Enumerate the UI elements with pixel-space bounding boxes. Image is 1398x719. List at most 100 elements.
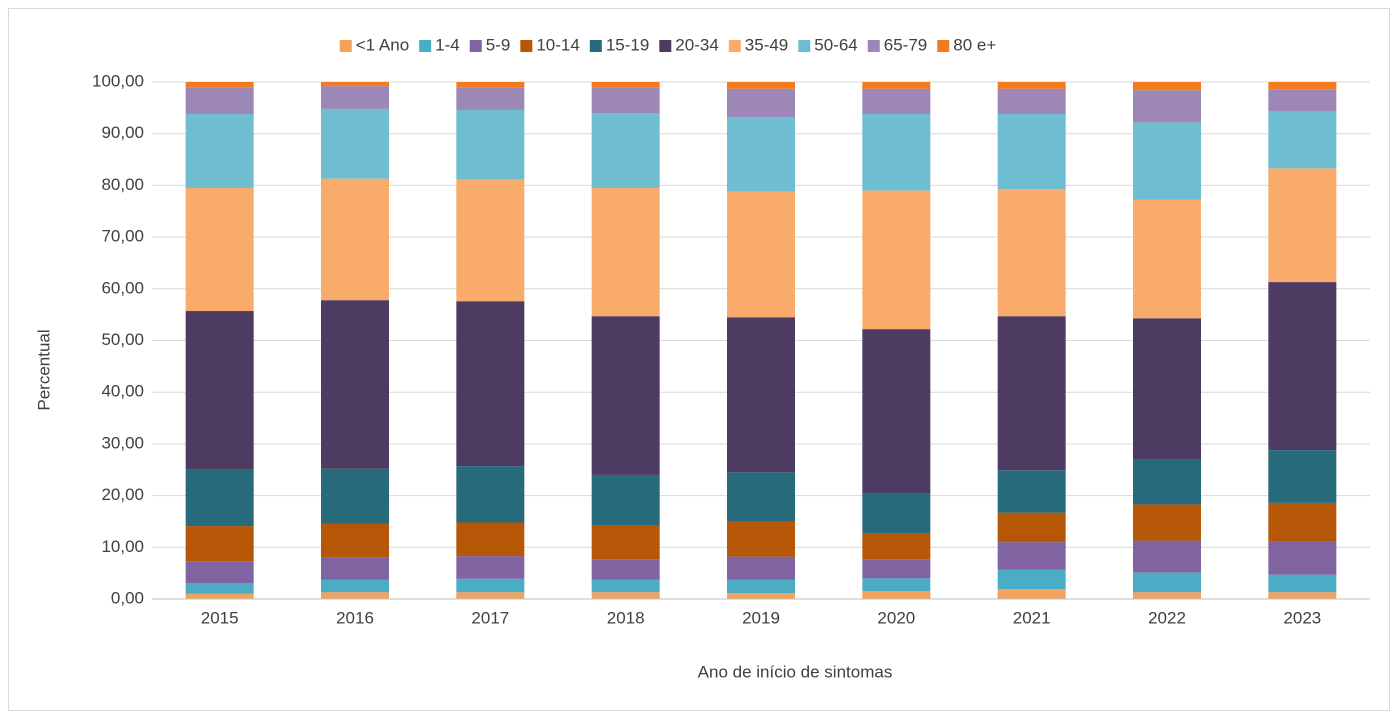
bar-segment: [862, 591, 931, 599]
bar-segment: [862, 329, 931, 494]
legend-label: 35-49: [745, 35, 788, 54]
legend-label: 80 e+: [953, 35, 996, 54]
bar-segment: [591, 87, 660, 114]
bar-segment: [321, 300, 389, 469]
bar-segment: [1133, 459, 1201, 505]
bar-segment: [185, 114, 254, 188]
legend-label: 1-4: [435, 35, 460, 54]
y-axis-title: Percentual: [34, 329, 53, 410]
y-tick-label: 70,00: [101, 227, 144, 246]
bar-segment: [321, 523, 389, 558]
legend-label: <1 Ano: [356, 35, 409, 54]
legend-label: 50-64: [814, 35, 857, 54]
legend-swatch: [798, 40, 811, 52]
bar-segment: [727, 317, 795, 473]
x-tick-label: 2022: [1148, 608, 1186, 627]
x-tick-label: 2021: [1013, 608, 1051, 627]
x-tick-label: 2015: [201, 608, 239, 627]
y-tick-label: 10,00: [101, 537, 144, 556]
bar-segment: [1268, 502, 1337, 542]
legend-label: 5-9: [486, 35, 511, 54]
legend-swatch: [937, 40, 950, 52]
y-tick-label: 30,00: [101, 433, 144, 452]
bar-segment: [591, 525, 660, 560]
bar-segment: [456, 556, 525, 579]
bar-segment: [321, 592, 389, 599]
legend: <1 Ano 1-4 5-9 10-14 15-19 20-34 35-49 50-64 65-…: [339, 35, 996, 54]
bar-segment: [727, 191, 795, 318]
bar-segment: [862, 533, 931, 560]
x-tick-label: 2016: [336, 608, 374, 627]
bar-segment: [1268, 592, 1337, 599]
bar-segment: [1133, 82, 1201, 91]
bar-segment: [456, 592, 525, 599]
bar-segment: [862, 88, 931, 115]
bar-segment: [862, 493, 931, 534]
bar-segment: [321, 82, 389, 87]
bar-segment: [591, 187, 660, 317]
bar-segment: [456, 109, 525, 180]
bar-segment: [862, 114, 931, 191]
bar-segment: [997, 569, 1066, 590]
bar-segment: [727, 88, 795, 118]
bar-segment: [185, 187, 254, 312]
bar-segment: [456, 82, 525, 88]
bar-segment: [1268, 110, 1337, 169]
bar-segment: [321, 557, 389, 580]
legend-label: 15-19: [606, 35, 649, 54]
y-tick-label: 0,00: [111, 588, 144, 607]
bar-segment: [997, 589, 1066, 599]
legend-label: 65-79: [884, 35, 927, 54]
legend-swatch: [419, 40, 432, 52]
legend-swatch: [659, 40, 672, 52]
bar-segment: [321, 86, 389, 109]
bar-segment: [727, 117, 795, 192]
bar-segment: [456, 87, 525, 110]
bar-segment: [185, 526, 254, 562]
bar-segment: [997, 88, 1066, 115]
legend-swatch: [867, 40, 880, 52]
bar-segment: [727, 472, 795, 522]
bar-segment: [727, 556, 795, 580]
bar-segment: [591, 82, 660, 88]
bar-segment: [321, 178, 389, 301]
bar-segment: [727, 521, 795, 557]
bar-segment: [456, 522, 525, 557]
bar-segment: [1133, 90, 1201, 123]
x-tick-label: 2017: [471, 608, 509, 627]
x-tick-label: 2019: [742, 608, 780, 627]
bar-segment: [997, 512, 1066, 543]
bar-segment: [862, 578, 931, 592]
bar-segment: [321, 108, 389, 179]
bar-segment: [185, 593, 254, 599]
x-tick-label: 2018: [607, 608, 645, 627]
bar-segment: [727, 593, 795, 599]
bar-segment: [997, 114, 1066, 190]
bar-segment: [185, 561, 254, 583]
legend-label: 20-34: [675, 35, 718, 54]
bar-segment: [591, 592, 660, 599]
bar-segment: [997, 542, 1066, 570]
bar-segment: [727, 82, 795, 89]
bar-segment: [1133, 592, 1201, 599]
legend-label: 10-14: [536, 35, 579, 54]
bar-segment: [591, 113, 660, 188]
legend-swatch: [728, 40, 741, 52]
bar-segment: [591, 474, 660, 526]
bar-segment: [456, 578, 525, 593]
x-tick-label: 2023: [1283, 608, 1321, 627]
bar-segment: [1268, 541, 1337, 575]
bar-segment: [1268, 450, 1337, 503]
y-tick-label: 100,00: [92, 71, 144, 90]
bar-segment: [456, 466, 525, 523]
bar-segment: [1133, 572, 1201, 593]
bar-segment: [1133, 199, 1201, 319]
bar-segment: [591, 316, 660, 475]
bar-segment: [185, 469, 254, 527]
bar-segment: [997, 470, 1066, 513]
legend-swatch: [469, 40, 482, 52]
y-tick-label: 20,00: [101, 485, 144, 504]
bar-segment: [997, 316, 1066, 471]
bar-segment: [862, 82, 931, 89]
bar-segment: [321, 579, 389, 593]
